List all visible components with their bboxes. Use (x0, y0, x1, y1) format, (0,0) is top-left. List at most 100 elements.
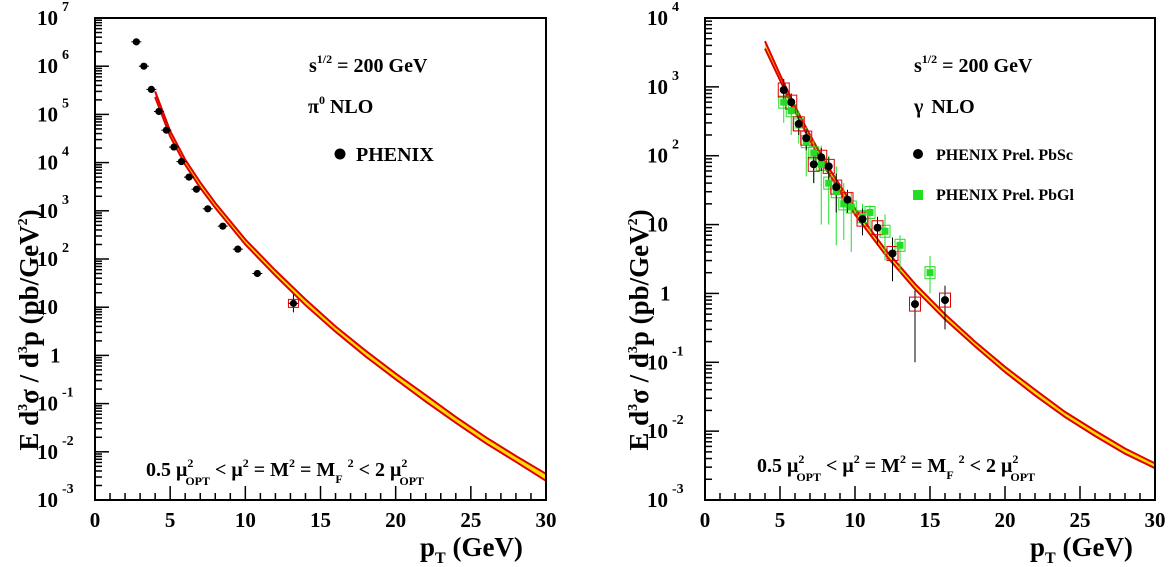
phenix-point (140, 62, 148, 70)
legend-marker-pbsc (913, 149, 923, 159)
y-tick-label: 10 5 (37, 96, 69, 126)
phenix-points-right (779, 86, 949, 309)
x-axis-label-right: pT (GeV) (1030, 532, 1133, 567)
y-tick-label: 10 -1 (647, 344, 684, 374)
pbsc-syst-box (856, 211, 869, 227)
x-ticks-right: 0 5 10 15 20 25 30 (700, 486, 1166, 532)
x-tick-label: 10 (845, 508, 866, 532)
x-axis-label-left: pT (GeV) (420, 532, 523, 567)
phenix-point (234, 245, 242, 253)
x-tick-label: 0 (90, 508, 101, 532)
y-tick-label: 10 (647, 213, 668, 237)
pbsc-point (787, 98, 796, 107)
x-tick-label: 20 (385, 508, 406, 532)
pbsc-point (802, 134, 811, 143)
y-tick-label: 10 2 (647, 138, 679, 168)
phenix-point (162, 126, 171, 134)
pbsc-point (843, 195, 852, 204)
plot-frame-left (94, 17, 547, 501)
energy-annotation-left: s1/2 = 200 GeV (309, 52, 428, 77)
x-tick-label: 5 (165, 508, 176, 532)
pbgl-syst-box (894, 238, 906, 252)
phenix-point (204, 205, 212, 213)
pbsc-syst-box (777, 82, 790, 98)
pbsc-point (779, 86, 788, 95)
nlo-band-lower (154, 96, 547, 482)
phenix-point (219, 222, 227, 230)
pbsc-syst-box (886, 246, 899, 262)
pbgl-point (787, 107, 795, 115)
phenix-point (192, 185, 201, 193)
y-tick-label: 10 (37, 295, 58, 319)
pbsc-syst-box (909, 296, 921, 312)
scale-annotation-right: 0.5 μ2 OPT < μ2 = M2 = MF 2 < 2 μ2 OPT (757, 452, 1035, 484)
pbsc-syst-box (792, 116, 805, 132)
scale-annotation-left: 0.5 μ2 OPT < μ2 = M2 = MF 2 < 2 μ2 OPT (146, 456, 424, 488)
nlo-band-left (154, 91, 547, 482)
pbgl-point (847, 203, 855, 211)
process-annotation-left: π0 NLO (308, 93, 373, 118)
legend-label-phenix: PHENIX (356, 144, 434, 166)
y-tick-label: 10 -3 (647, 482, 684, 512)
pbsc-point (888, 249, 897, 258)
nlo-band-upper (764, 40, 1156, 465)
x-tick-label: 30 (536, 508, 557, 532)
pbsc-syst-box (871, 220, 884, 236)
x-ticks-left: 0 5 10 15 20 25 30 (90, 486, 557, 532)
nlo-band-right (764, 40, 1156, 470)
pbgl-point (926, 269, 934, 277)
pbgl-syst-box (879, 224, 891, 238)
pbgl-point (817, 160, 825, 168)
pbsc-point (858, 215, 867, 224)
pbgl-point (881, 227, 889, 235)
pbgl-point (832, 188, 840, 196)
nlo-band-upper (154, 91, 547, 475)
y-axis-label-left: E d3σ / d3p (pb/GeV2) (14, 209, 44, 450)
process-annotation-right: γ NLO (913, 96, 975, 118)
y-tick-label: 10 -2 (647, 413, 684, 443)
y-tick-label: 10 3 (37, 193, 69, 223)
legend-marker-pbgl (913, 190, 923, 200)
x-tick-label: 25 (460, 508, 481, 532)
y-tick-label: 10 4 (647, 0, 679, 30)
pbgl-point (896, 241, 904, 249)
phenix-point (170, 143, 178, 151)
y-tick-label: 10 -2 (37, 434, 74, 464)
pbsc-point (817, 153, 826, 162)
pbgl-point (840, 200, 848, 208)
pbsc-point (941, 296, 949, 305)
phenix-point (132, 38, 140, 46)
y-tick-label: 10 -1 (37, 386, 74, 416)
pbgl-point (780, 98, 788, 106)
energy-annotation-right: s1/2 = 200 GeV (914, 52, 1033, 77)
x-tick-label: 15 (310, 508, 331, 532)
pbsc-point (873, 223, 882, 232)
phenix-points-left (132, 38, 298, 307)
x-tick-label: 5 (775, 508, 786, 532)
x-tick-label: 15 (920, 508, 941, 532)
y-tick-label: 10 3 (647, 69, 679, 99)
pbgl-syst-box (924, 266, 936, 280)
y-tick-label: 10 -3 (37, 482, 74, 512)
pbgl-point (866, 208, 874, 216)
y-tick-label: 10 7 (37, 0, 69, 30)
pbgl-point (810, 149, 818, 157)
y-tick-label: 10 2 (37, 241, 69, 271)
pbsc-point (832, 183, 841, 192)
x-tick-label: 30 (1145, 508, 1166, 532)
phenix-point (155, 107, 163, 116)
nlo-band-fill (155, 91, 546, 481)
y-tick-label: 10 4 (37, 145, 69, 175)
pbgl-point (825, 179, 833, 187)
legend-label-pbgl: PHENIX Prel. PbGl (936, 187, 1074, 204)
y-axis-label-right: E d3σ / d3p (pb/GeV2) (624, 209, 654, 450)
x-tick-label: 10 (235, 508, 256, 532)
phenix-point (185, 173, 193, 181)
x-tick-label: 20 (995, 508, 1016, 532)
phenix-point (147, 85, 155, 94)
legend-marker-phenix (334, 148, 346, 160)
